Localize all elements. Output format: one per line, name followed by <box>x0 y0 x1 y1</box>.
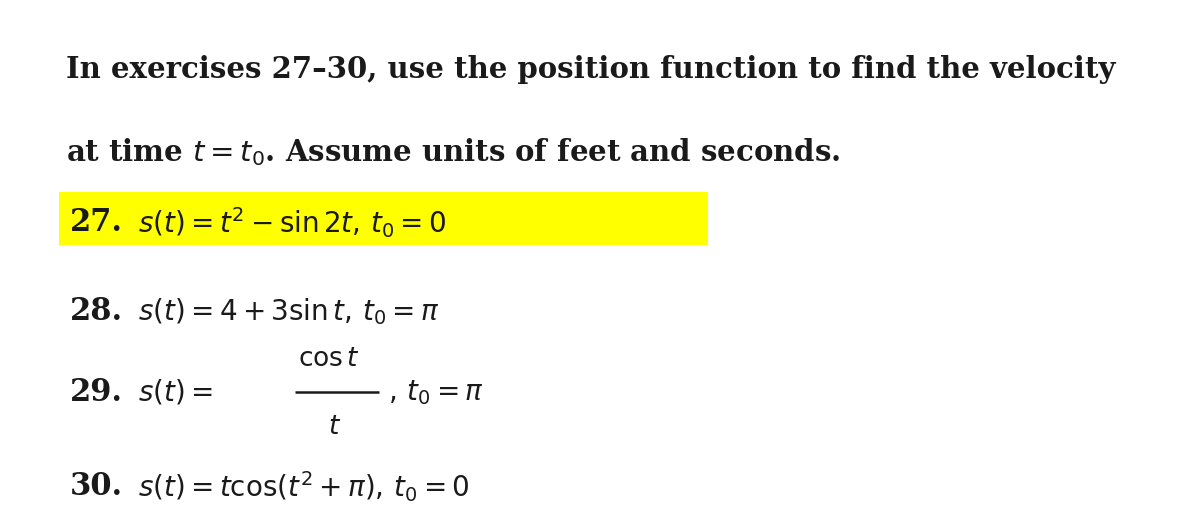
Text: $t$: $t$ <box>328 414 341 439</box>
FancyBboxPatch shape <box>59 192 708 245</box>
Text: $s(t) = 4 + 3\sin t,\, t_0 = \pi$: $s(t) = 4 + 3\sin t,\, t_0 = \pi$ <box>138 296 439 326</box>
Text: 27.: 27. <box>70 207 122 238</box>
Text: 28.: 28. <box>70 295 122 327</box>
Text: $s(t) =$: $s(t) =$ <box>138 378 212 407</box>
Text: $s(t) = t^2 - \sin 2t,\, t_0 = 0$: $s(t) = t^2 - \sin 2t,\, t_0 = 0$ <box>138 205 446 240</box>
Text: $\cos t$: $\cos t$ <box>298 346 360 371</box>
Text: $s(t) = t\cos(t^2 + \pi),\, t_0 = 0$: $s(t) = t\cos(t^2 + \pi),\, t_0 = 0$ <box>138 469 469 504</box>
Text: In exercises 27–30, use the position function to find the velocity: In exercises 27–30, use the position fun… <box>66 55 1116 84</box>
Text: at time $t = t_0$. Assume units of feet and seconds.: at time $t = t_0$. Assume units of feet … <box>66 136 840 168</box>
Text: 29.: 29. <box>70 377 122 408</box>
Text: 30.: 30. <box>70 471 122 502</box>
Text: $,\, t_0 = \pi$: $,\, t_0 = \pi$ <box>388 378 484 407</box>
